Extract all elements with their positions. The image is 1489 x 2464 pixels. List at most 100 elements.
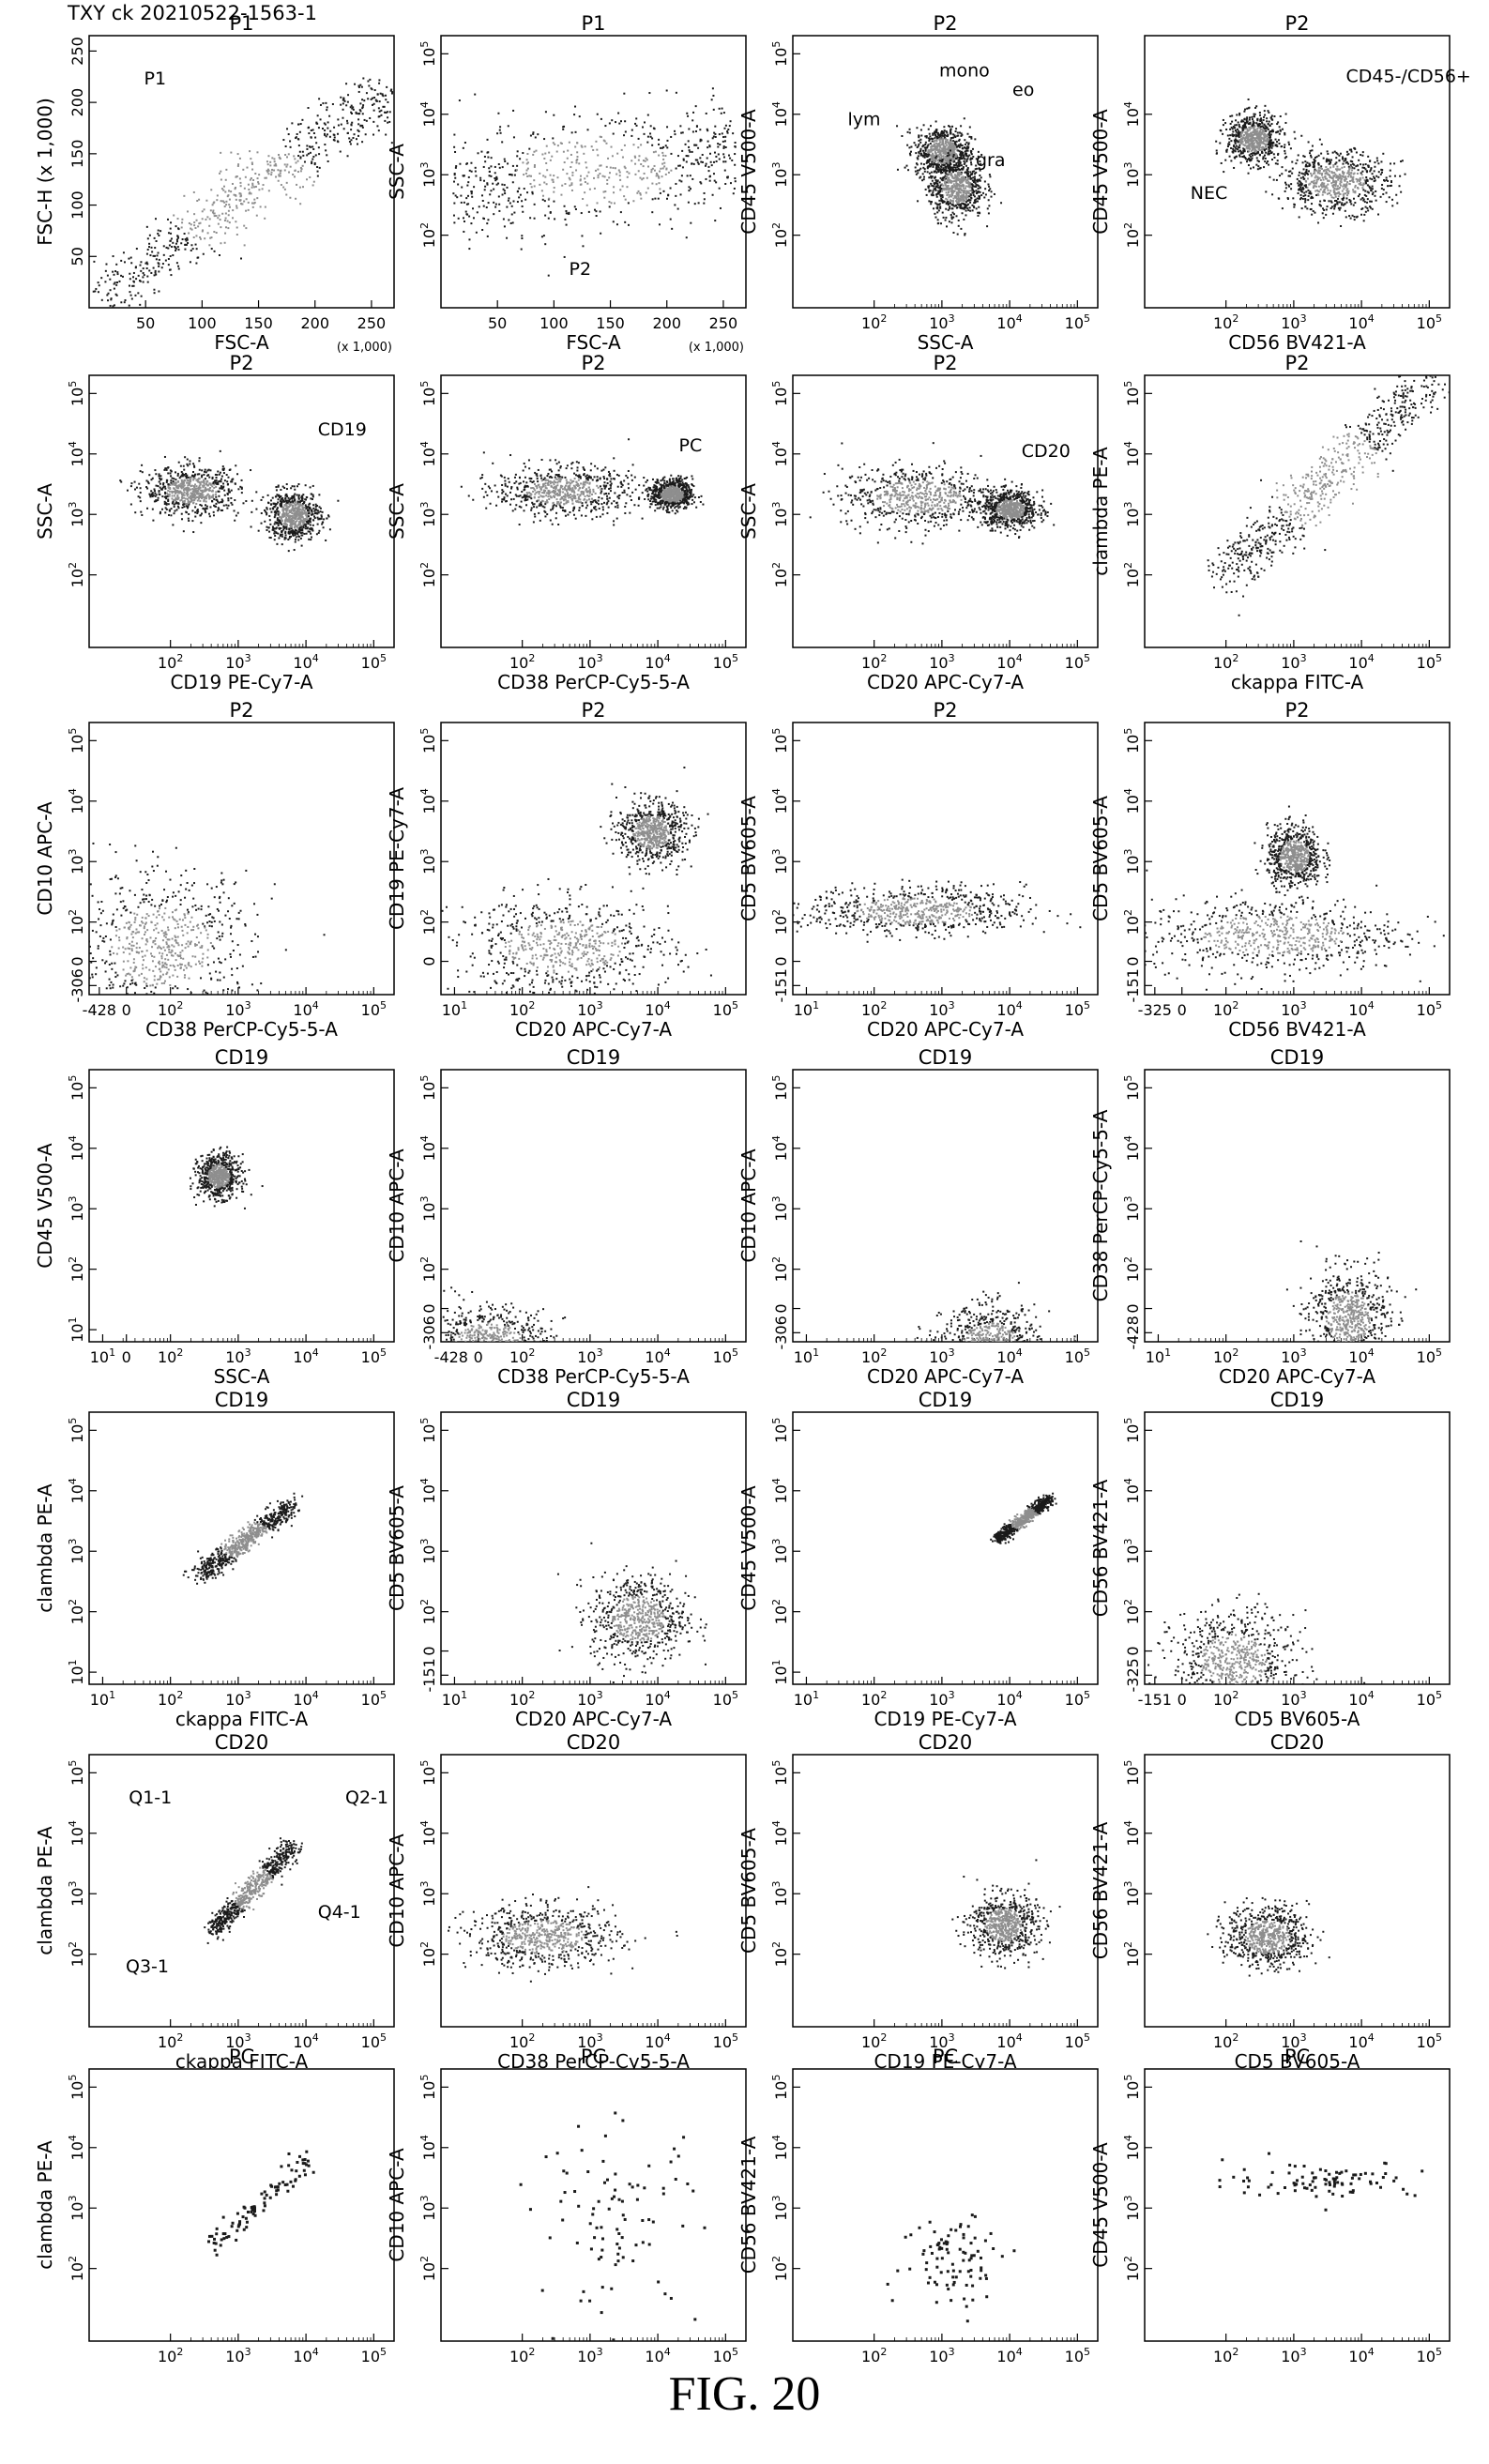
x-tick-label: 105 — [361, 1346, 387, 1366]
scatter-points — [1147, 1592, 1366, 1684]
y-tick-label: 104 — [1122, 1820, 1142, 1846]
gate-label: Q2-1 — [345, 1787, 388, 1808]
y-tick-label: 101 — [67, 1659, 86, 1684]
x-tick-label: 104 — [293, 652, 318, 672]
scatter-points — [460, 438, 705, 526]
x-tick-label: 102 — [509, 652, 535, 672]
y-tick-label: 0 — [68, 956, 86, 966]
x-tick-label: 102 — [158, 1346, 183, 1366]
scatter-points — [441, 766, 712, 995]
gate-label: NEC — [1191, 183, 1227, 204]
y-tick-label: 103 — [67, 849, 86, 875]
y-tick-label: 104 — [1122, 788, 1142, 814]
y-tick-label: 103 — [1122, 849, 1142, 875]
x-tick-label: 103 — [577, 1346, 602, 1366]
gate-label: Q3-1 — [126, 1956, 169, 1977]
y-tick-label: 102 — [67, 1256, 86, 1282]
x-tick-label: 104 — [293, 2346, 318, 2365]
x-tick-label: 102 — [1213, 2346, 1238, 2365]
x-tick-label: 102 — [861, 999, 887, 1019]
y-axis-label: SSC-A — [737, 483, 760, 540]
scatter-points — [1284, 1240, 1418, 1342]
y-tick-label: 102 — [67, 1941, 86, 1967]
y-tick-label: 105 — [418, 2075, 438, 2100]
y-tick-label: 103 — [67, 502, 86, 527]
y-tick-label: 105 — [1122, 1075, 1142, 1101]
panel-3: P2 102 103 104 105 102 103 104 105 SSC-A CD45 V500… — [737, 12, 1099, 354]
y-tick-label: -151 — [1124, 968, 1142, 1002]
panel-5: P2 102 103 104 105 102 103 104 105 CD19 PE-Cy7-A S… — [34, 352, 395, 693]
y-tick-label: 102 — [770, 1256, 790, 1282]
x-tick-label: 104 — [1348, 2346, 1374, 2365]
y-tick-label: -325 — [1124, 1658, 1142, 1692]
panel-title: PC — [581, 2046, 606, 2068]
x-tick-label: 105 — [361, 1689, 387, 1709]
x-tick-label: 103 — [225, 2346, 251, 2365]
x-axis-label: FSC-A — [214, 331, 269, 354]
y-tick-label: 102 — [67, 1599, 86, 1624]
panel-title: P2 — [581, 352, 605, 374]
y-tick-label: 0 — [1124, 1303, 1142, 1313]
x-tick-label: 104 — [645, 1689, 670, 1709]
x-tick-label: 101 — [794, 1689, 819, 1709]
panel-26: PC102103104105102103104105CD20 APC-Cy7-A… — [386, 2046, 747, 2365]
y-tick-label: 104 — [418, 1820, 438, 1846]
y-tick-label: 103 — [770, 162, 790, 188]
y-tick-label: 102 — [418, 1256, 438, 1282]
y-tick-label: 103 — [67, 1539, 86, 1564]
x-tick-label: 102 — [509, 1689, 535, 1709]
y-axis-label: CD5 BV605-A — [386, 1485, 408, 1611]
y-tick-label: 103 — [1122, 502, 1142, 527]
x-tick-label: 104 — [1348, 999, 1374, 1019]
x-tick-label: 102 — [1213, 2031, 1238, 2051]
panel-title: CD19 — [1270, 1046, 1325, 1069]
y-tick-label: 102 — [770, 2256, 790, 2281]
y-tick-label: 104 — [418, 2135, 438, 2160]
y-tick-label: 104 — [1122, 441, 1142, 466]
x-tick-label: 102 — [158, 2346, 183, 2365]
plot-frame — [1144, 1754, 1451, 2028]
scatter-points — [886, 2213, 1016, 2323]
panel-18: CD19 101 102 103 104 105 -151 0 102 103 104 105 CD20… — [386, 1389, 747, 1730]
x-tick-label: 105 — [1065, 312, 1090, 332]
y-tick-label: 103 — [770, 1539, 790, 1564]
x-tick-label: 102 — [861, 2031, 887, 2051]
panel-19: CD19 101 102 103 104 105 101 102 103 104 105 CD19 P… — [737, 1389, 1099, 1730]
x-tick-label: 105 — [1417, 999, 1442, 1019]
x-tick-label: 105 — [1417, 312, 1442, 332]
x-tick-label: 150 — [244, 314, 273, 332]
x-tick-label: 102 — [861, 1689, 887, 1709]
x-tick-label: 103 — [577, 2346, 602, 2365]
scatter-points — [1207, 375, 1450, 616]
y-tick-label: 101 — [67, 1316, 86, 1342]
y-tick-label: 103 — [67, 1881, 86, 1907]
panel-title: P2 — [933, 352, 957, 374]
x-tick-label: 105 — [1417, 2031, 1442, 2051]
y-tick-label: -306 — [420, 1316, 438, 1349]
y-tick-label: 104 — [770, 1478, 790, 1503]
x-tick-label: 104 — [1348, 1689, 1374, 1709]
x-tick-label: 105 — [1417, 1689, 1442, 1709]
x-tick-label: -325 — [1138, 1001, 1172, 1019]
y-axis-label: CD45 V500-A — [737, 109, 760, 235]
y-tick-label: 104 — [770, 1135, 790, 1161]
x-tick-label: 103 — [225, 1346, 251, 1366]
x-axis-label: ckappa FITC-A — [1231, 671, 1364, 693]
x-tick-label: 105 — [1065, 2346, 1090, 2365]
x-tick-label: 101 — [90, 1689, 115, 1709]
y-tick-label: 104 — [418, 441, 438, 466]
y-tick-label: -306 — [772, 1316, 790, 1349]
x-tick-label: 105 — [361, 999, 387, 1019]
x-axis-label: CD56 BV421-A — [1228, 331, 1366, 354]
y-tick-label: 105 — [418, 1418, 438, 1443]
gate-label: PC — [679, 435, 703, 456]
x-tick-label: 102 — [158, 999, 183, 1019]
x-tick-label: 104 — [645, 652, 670, 672]
scatter-points — [793, 878, 1082, 943]
x-tick-label: 103 — [929, 1346, 954, 1366]
x-tick-label: 250 — [357, 314, 387, 332]
x-tick-label: 104 — [996, 312, 1022, 332]
